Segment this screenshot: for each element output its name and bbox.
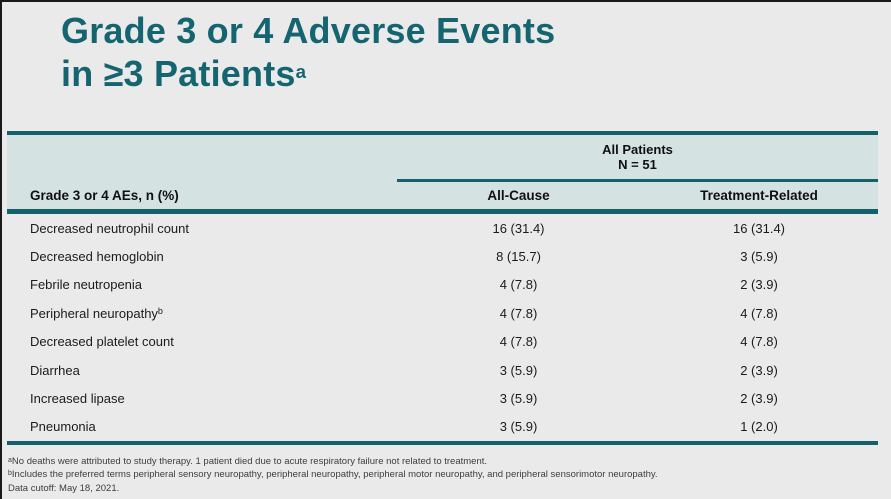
table-span-header-row: All Patients N = 51 <box>7 135 878 179</box>
row-treatment-related-value: 16 (31.4) <box>732 220 786 236</box>
column-header-all-cause: All-Cause <box>487 188 550 203</box>
row-name: Peripheral neuropathyb <box>30 305 163 321</box>
table-column-header-row: Grade 3 or 4 AEs, n (%) All-Cause Treatm… <box>7 182 878 209</box>
row-all-cause-value: 16 (31.4) <box>492 220 545 236</box>
table-row: Pneumonia 3 (5.9) 1 (2.0) <box>7 413 878 441</box>
span-header-empty-cell <box>7 135 397 179</box>
slide-top-edge <box>0 0 891 2</box>
table-row: Diarrhea 3 (5.9) 2 (3.9) <box>7 356 878 384</box>
row-name: Pneumonia <box>30 419 96 435</box>
span-header-underline-rule <box>397 179 878 182</box>
row-name: Decreased hemoglobin <box>30 249 164 265</box>
row-treatment-related-value: 1 (2.0) <box>740 419 778 435</box>
table-row: Increased lipase 3 (5.9) 2 (3.9) <box>7 384 878 412</box>
slide-title: Grade 3 or 4 Adverse Events in ≥3 Patien… <box>61 9 555 101</box>
table-header-band: All Patients N = 51 Grade 3 or 4 AEs, n … <box>7 135 878 209</box>
row-treatment-related-value: 4 (7.8) <box>740 305 778 321</box>
slide-left-edge <box>0 0 2 499</box>
row-name: Decreased platelet count <box>30 334 174 350</box>
adverse-events-table: All Patients N = 51 Grade 3 or 4 AEs, n … <box>7 131 878 446</box>
row-treatment-related-value: 2 (3.9) <box>740 391 778 407</box>
row-name: Increased lipase <box>30 391 125 407</box>
footnotes: aNo deaths were attributed to study ther… <box>8 456 658 496</box>
footnote-b-superscript: b <box>8 469 12 477</box>
title-line-2: in ≥3 Patientsa <box>61 53 307 94</box>
footnote-a: aNo deaths were attributed to study ther… <box>8 456 488 467</box>
span-header-title: All Patients <box>602 142 673 157</box>
table-row: Febrile neutropenia 4 (7.8) 2 (3.9) <box>7 271 878 299</box>
table-header-bottom-rule <box>7 209 878 214</box>
row-all-cause-value: 8 (15.7) <box>496 249 541 265</box>
footnote-data-cutoff: Data cutoff: May 18, 2021. <box>8 482 120 494</box>
row-all-cause-value: 3 (5.9) <box>499 419 538 435</box>
table-row: Decreased neutrophil count 16 (31.4) 16 … <box>7 214 878 242</box>
title-line-1: Grade 3 or 4 Adverse Events <box>61 10 556 51</box>
row-all-cause-value: 4 (7.8) <box>499 277 538 293</box>
row-name-superscript: b <box>157 306 163 317</box>
row-all-cause-value: 4 (7.8) <box>499 305 538 321</box>
row-name: Decreased neutrophil count <box>30 220 189 236</box>
table-row: Decreased platelet count 4 (7.8) 4 (7.8) <box>7 328 878 356</box>
column-header-treatment-related: Treatment-Related <box>700 188 818 203</box>
table-row: Peripheral neuropathyb 4 (7.8) 4 (7.8) <box>7 299 878 327</box>
span-header-all-patients: All Patients N = 51 <box>397 135 878 179</box>
row-all-cause-value: 3 (5.9) <box>499 391 538 407</box>
row-name: Diarrhea <box>30 362 80 378</box>
table-body: Decreased neutrophil count 16 (31.4) 16 … <box>7 214 878 441</box>
row-treatment-related-value: 3 (5.9) <box>740 249 778 265</box>
table-row: Decreased hemoglobin 8 (15.7) 3 (5.9) <box>7 242 878 270</box>
table-top-rule <box>7 131 878 135</box>
row-all-cause-value: 3 (5.9) <box>499 362 538 378</box>
column-header-aes: Grade 3 or 4 AEs, n (%) <box>30 188 179 203</box>
title-superscript: a <box>295 60 307 82</box>
row-name: Febrile neutropenia <box>30 277 143 293</box>
row-treatment-related-value: 4 (7.8) <box>740 334 778 350</box>
row-all-cause-value: 4 (7.8) <box>499 334 538 350</box>
footnote-b: bIncludes the preferred terms peripheral… <box>8 469 658 481</box>
span-header-n: N = 51 <box>618 157 657 172</box>
footnote-a-superscript: a <box>8 456 12 464</box>
table-bottom-rule <box>7 441 878 446</box>
row-treatment-related-value: 2 (3.9) <box>740 362 778 378</box>
row-treatment-related-value: 2 (3.9) <box>740 277 778 293</box>
